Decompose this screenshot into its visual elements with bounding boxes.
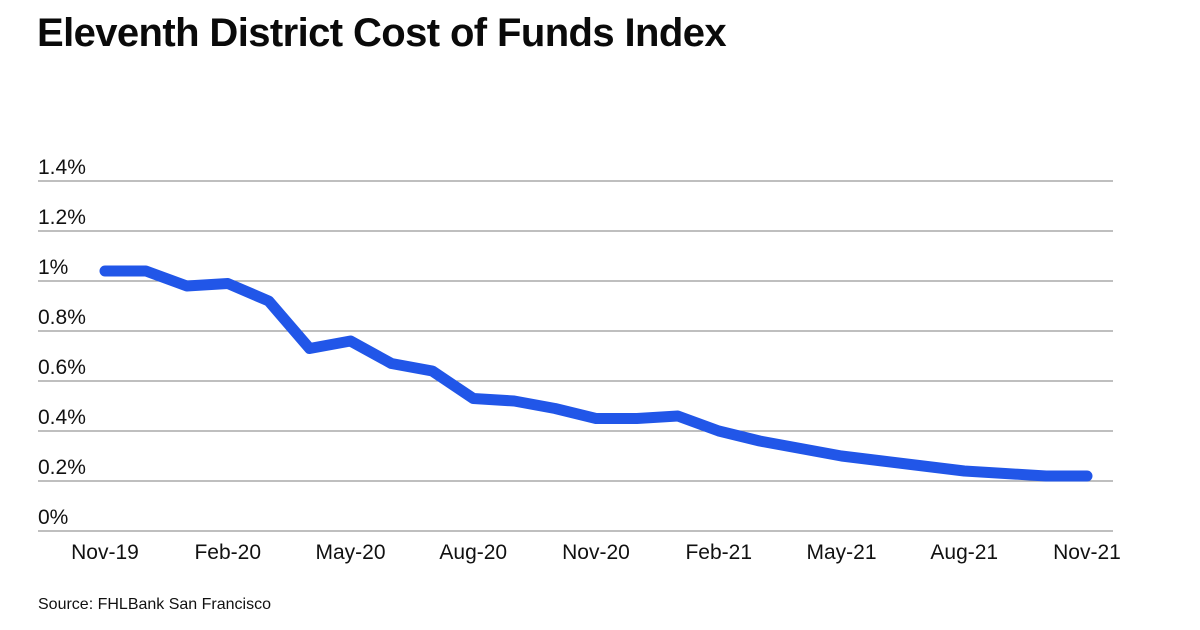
y-tick-label: 0.4% — [38, 406, 86, 429]
x-tick-label: Aug-21 — [930, 541, 998, 564]
y-axis-labels-group: 1.4% 1.2% 1% 0.8% 0.6% 0.4% 0.2% 0% — [38, 156, 86, 529]
y-tick-label: 0.2% — [38, 456, 86, 479]
cofi-trend-line — [99, 265, 1093, 482]
x-tick-label: Aug-20 — [439, 541, 507, 564]
x-tick-label: Nov-19 — [71, 541, 139, 564]
x-tick-label: Feb-20 — [194, 541, 261, 564]
y-tick-label: 1% — [38, 256, 68, 279]
y-tick-label: 0.6% — [38, 356, 86, 379]
source-note: Source: FHLBank San Francisco — [38, 596, 271, 613]
gridlines-group — [38, 180, 1113, 532]
x-tick-label: Feb-21 — [685, 541, 752, 564]
chart-title: Eleventh District Cost of Funds Index — [37, 11, 727, 55]
y-tick-label: 0% — [38, 506, 68, 529]
x-tick-label: Nov-21 — [1053, 541, 1121, 564]
y-tick-label: 1.2% — [38, 206, 86, 229]
x-tick-label: Nov-20 — [562, 541, 630, 564]
y-tick-label: 1.4% — [38, 156, 86, 179]
line-series-group — [99, 265, 1093, 482]
y-tick-label: 0.8% — [38, 306, 86, 329]
x-tick-label: May-20 — [315, 541, 385, 564]
x-axis-labels-group: Nov-19 Feb-20 May-20 Aug-20 Nov-20 Feb-21 May-… — [71, 541, 1121, 564]
x-tick-label: May-21 — [806, 541, 876, 564]
